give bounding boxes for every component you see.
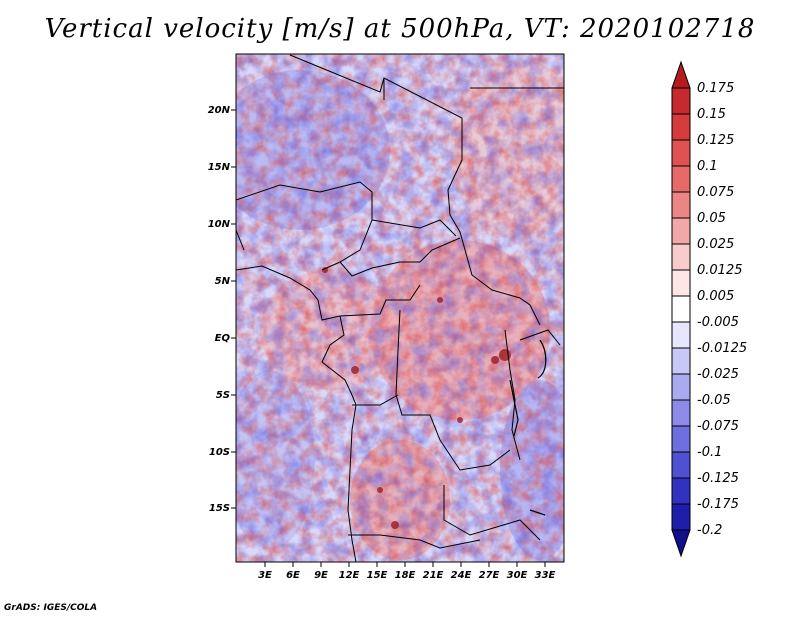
lat-label: 5N [215, 276, 231, 287]
colorbar-segment [671, 191, 691, 219]
latitude-axis: 20N 15N 10N 5N EQ 5S 10S 15S [208, 105, 236, 514]
colorbar-segment [671, 503, 691, 531]
colorbar-segment [671, 60, 691, 89]
longitude-axis: 3E 6E 9E 12E 15E 18E 21E 24E 27E 30E 33E [258, 562, 556, 581]
lat-label: 10S [209, 447, 230, 458]
colorbar-segment [671, 217, 691, 245]
lake-outlines [509, 339, 547, 516]
colorbar-segment [671, 243, 691, 271]
colorbar-label: 0.05 [697, 211, 726, 226]
colorbar-label: 0.005 [697, 289, 734, 304]
lat-label: 5S [216, 390, 230, 401]
lat-label: 15N [208, 162, 231, 173]
colorbar-segment [671, 529, 691, 558]
colorbar-label: 0.1 [697, 159, 718, 174]
colorbar-label: 0.075 [697, 185, 734, 200]
colorbar-label: 0.0125 [697, 263, 743, 278]
grads-credit: GrADS: IGES/COLA [4, 603, 98, 613]
colorbar-segment [671, 399, 691, 427]
colorbar-label: -0.025 [697, 367, 739, 382]
lon-label: 21E [423, 570, 444, 581]
lat-label: 20N [208, 105, 231, 116]
lat-label: 10N [208, 219, 231, 230]
country-boundaries [236, 54, 564, 562]
colorbar-segment [671, 269, 691, 297]
colorbar-segment [671, 321, 691, 349]
colorbar-label: -0.05 [697, 393, 731, 408]
colorbar-segment [671, 425, 691, 453]
colorbar-label: -0.075 [697, 419, 739, 434]
colorbar-label: 0.15 [697, 107, 726, 122]
colorbar-label: -0.0125 [697, 341, 747, 356]
colorbar-segment [671, 165, 691, 193]
colorbar-label: -0.2 [697, 523, 722, 538]
colorbar-label: -0.1 [697, 445, 722, 460]
colorbar-label: 0.125 [697, 133, 734, 148]
colorbar-segment [671, 347, 691, 375]
colorbar-segment [671, 87, 691, 115]
map-frame [235, 53, 565, 563]
lon-label: 6E [286, 570, 300, 581]
colorbar-label: -0.125 [697, 471, 739, 486]
lon-label: 24E [451, 570, 472, 581]
lon-label: 9E [314, 570, 328, 581]
lat-label: EQ [215, 333, 231, 344]
colorbar-segment [671, 373, 691, 401]
lon-label: 33E [535, 570, 556, 581]
colorbar-segment [671, 477, 691, 505]
lon-label: 18E [395, 570, 416, 581]
colorbar-label: -0.175 [697, 497, 739, 512]
colorbar-labels: 0.175 0.15 0.125 0.1 0.075 0.05 0.025 0.… [697, 81, 747, 538]
colorbar [671, 60, 691, 558]
lon-label: 27E [479, 570, 500, 581]
colorbar-label: 0.025 [697, 237, 734, 252]
lat-label: 15S [209, 503, 230, 514]
lon-label: 15E [367, 570, 388, 581]
vertical-velocity-field [236, 54, 564, 562]
colorbar-label: -0.005 [697, 315, 739, 330]
colorbar-segment [671, 113, 691, 141]
chart-title: Vertical velocity [m/s] at 500hPa, VT: 2… [44, 14, 756, 44]
colorbar-segment [671, 295, 691, 323]
lon-label: 3E [258, 570, 272, 581]
colorbar-segment [671, 451, 691, 479]
colorbar-segment [671, 139, 691, 167]
colorbar-label: 0.175 [697, 81, 734, 96]
lon-label: 30E [507, 570, 528, 581]
lon-label: 12E [339, 570, 360, 581]
